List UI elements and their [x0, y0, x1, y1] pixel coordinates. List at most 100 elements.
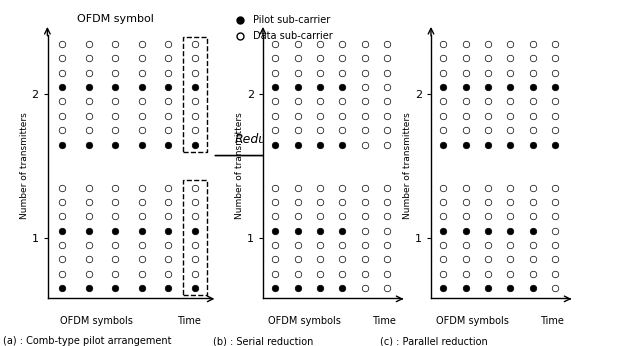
Point: [337, 142, 347, 147]
Point: [359, 41, 370, 47]
Point: [438, 271, 448, 276]
Point: [550, 113, 560, 119]
Point: [438, 199, 448, 205]
Point: [483, 228, 493, 234]
Point: [461, 185, 471, 190]
Point: [190, 228, 200, 234]
Point: [136, 142, 146, 147]
Point: [382, 84, 392, 90]
Point: [337, 113, 347, 119]
Point: [359, 113, 370, 119]
Point: [136, 70, 146, 75]
Point: [136, 185, 146, 190]
Point: [505, 213, 515, 219]
Point: [136, 56, 146, 61]
Text: OFDM symbols: OFDM symbols: [436, 316, 508, 326]
Point: [527, 271, 538, 276]
Point: [359, 84, 370, 90]
Point: [293, 113, 303, 119]
Point: [505, 41, 515, 47]
Point: [337, 228, 347, 234]
Point: [315, 285, 325, 291]
Point: [550, 99, 560, 104]
Point: [337, 285, 347, 291]
Point: [483, 199, 493, 205]
Point: [136, 84, 146, 90]
Point: [110, 199, 120, 205]
Point: [505, 99, 515, 104]
Point: [110, 242, 120, 248]
Point: [110, 213, 120, 219]
Point: [293, 271, 303, 276]
Point: [359, 213, 370, 219]
Point: [315, 127, 325, 133]
Point: [438, 56, 448, 61]
Point: [359, 99, 370, 104]
Point: [57, 70, 67, 75]
Point: [382, 242, 392, 248]
Point: [315, 257, 325, 262]
Point: [505, 228, 515, 234]
Point: [84, 99, 94, 104]
Point: [270, 228, 280, 234]
Point: [461, 242, 471, 248]
Point: [337, 99, 347, 104]
Point: [84, 257, 94, 262]
Point: [505, 56, 515, 61]
Point: [293, 185, 303, 190]
Point: [190, 142, 200, 147]
Point: [163, 127, 173, 133]
Point: [461, 213, 471, 219]
Text: OFDM symbols: OFDM symbols: [268, 316, 340, 326]
Text: Time: Time: [177, 316, 201, 326]
Point: [359, 142, 370, 147]
Point: [84, 84, 94, 90]
Point: [461, 84, 471, 90]
Point: [483, 257, 493, 262]
Point: [293, 56, 303, 61]
Point: [483, 127, 493, 133]
Point: [84, 70, 94, 75]
Point: [527, 142, 538, 147]
Point: [527, 113, 538, 119]
Point: [550, 199, 560, 205]
Point: [505, 271, 515, 276]
Point: [270, 142, 280, 147]
Point: [57, 257, 67, 262]
Point: [505, 185, 515, 190]
Point: [505, 257, 515, 262]
Point: [190, 99, 200, 104]
Point: [337, 56, 347, 61]
Point: [57, 213, 67, 219]
Point: [382, 185, 392, 190]
Y-axis label: Number of transmitters: Number of transmitters: [20, 113, 29, 219]
Point: [359, 70, 370, 75]
Point: [190, 242, 200, 248]
Point: [550, 84, 560, 90]
Point: [163, 56, 173, 61]
Point: [270, 113, 280, 119]
Point: [270, 271, 280, 276]
Point: [527, 228, 538, 234]
Point: [84, 142, 94, 147]
Point: [110, 185, 120, 190]
Point: [337, 185, 347, 190]
Point: [527, 41, 538, 47]
Point: [57, 113, 67, 119]
Point: [57, 199, 67, 205]
Point: [57, 84, 67, 90]
Point: [527, 213, 538, 219]
Point: [163, 242, 173, 248]
Point: [359, 56, 370, 61]
Point: [136, 127, 146, 133]
Point: [57, 228, 67, 234]
Point: [163, 70, 173, 75]
Point: [190, 271, 200, 276]
Point: [136, 213, 146, 219]
Point: [84, 242, 94, 248]
Point: [461, 70, 471, 75]
Point: [315, 185, 325, 190]
Point: [461, 127, 471, 133]
Point: [163, 213, 173, 219]
Point: [293, 242, 303, 248]
